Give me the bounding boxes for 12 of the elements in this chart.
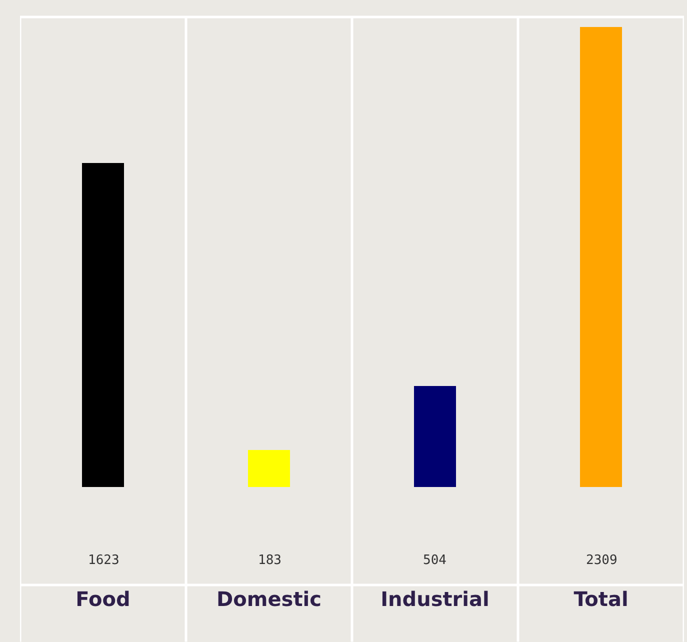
bar [248,450,290,487]
x-tick-label: Domestic [216,587,322,611]
x-tick-label: Food [76,587,130,611]
bar [414,386,456,487]
x-tick-label: Total [574,587,628,611]
bar [82,163,124,487]
x-tick-label: Industrial [380,587,490,611]
data-label: 504 [423,553,447,568]
data-label: 1623 [88,553,120,568]
data-label: 183 [258,553,282,568]
data-label: 2309 [586,553,618,568]
bar [580,27,622,487]
